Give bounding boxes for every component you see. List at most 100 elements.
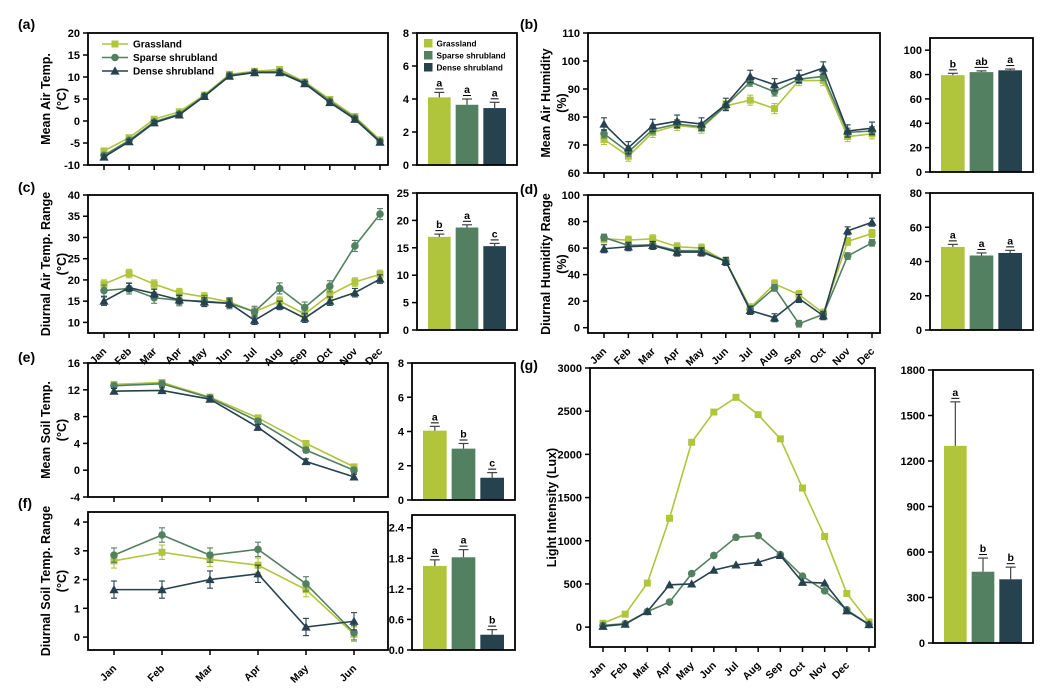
series-line-dense bbox=[603, 66, 873, 149]
x-tick-label: Jun bbox=[709, 346, 731, 368]
y-tick-label: 1500 bbox=[558, 493, 582, 505]
marker-triangle bbox=[623, 242, 633, 251]
y-tick-label: 600 bbox=[907, 547, 925, 559]
marker-square bbox=[600, 135, 608, 143]
marker-circle bbox=[302, 446, 310, 454]
y-axis-title: Mean Soil Temp. bbox=[39, 381, 53, 479]
marker-circle bbox=[110, 381, 118, 390]
bar-dense bbox=[483, 246, 506, 330]
bar-sparse bbox=[969, 255, 994, 330]
marker-triangle bbox=[843, 226, 853, 235]
plot-box bbox=[87, 32, 389, 166]
x-tick-label: Oct bbox=[787, 659, 808, 680]
y-tick-label: 40 bbox=[68, 190, 80, 202]
x-tick-label: Sep bbox=[288, 346, 310, 368]
marker-triangle bbox=[109, 386, 119, 395]
marker-circle bbox=[254, 545, 262, 554]
y-tick-label: 5 bbox=[403, 298, 409, 310]
y-tick-label: 0 bbox=[74, 116, 80, 128]
marker-circle bbox=[687, 569, 696, 578]
x-tick-label: May bbox=[288, 663, 311, 686]
marker-triangle bbox=[157, 385, 167, 395]
bar-dense bbox=[483, 108, 506, 165]
legend-swatch bbox=[424, 63, 433, 72]
y-tick-label: 20 bbox=[910, 291, 922, 303]
series-line-grassland bbox=[103, 68, 381, 152]
bar-sparse bbox=[451, 557, 476, 650]
y-tick-label: 35 bbox=[68, 211, 80, 223]
marker-square bbox=[351, 278, 359, 286]
significance-letter: b bbox=[436, 219, 442, 231]
y-tick-label: 1.2 bbox=[389, 584, 404, 596]
x-tick-label: Jun bbox=[213, 346, 235, 368]
significance-letter: a bbox=[464, 210, 470, 222]
marker-circle bbox=[868, 238, 876, 247]
bar-grassland bbox=[423, 430, 447, 500]
y-tick-label: 0.0 bbox=[389, 645, 404, 657]
y-tick-label: 0 bbox=[403, 160, 409, 172]
y-tick-label: 110 bbox=[562, 28, 580, 40]
marker-square bbox=[158, 548, 166, 556]
plot-box bbox=[87, 194, 389, 334]
legend-label: Dense shrubland bbox=[437, 64, 503, 73]
series-line-sparse bbox=[603, 236, 873, 325]
marker-triangle bbox=[842, 606, 852, 615]
y-tick-label: 30 bbox=[68, 232, 80, 244]
marker-circle bbox=[600, 130, 608, 138]
marker-circle bbox=[710, 551, 718, 560]
panel-b-bar-chart: 100 80 60 40 20 0 b ab a bbox=[904, 37, 1034, 179]
y-axis-title: Diurnal Humidity Range bbox=[539, 193, 553, 335]
y-tick-label: 3 bbox=[74, 546, 80, 558]
y-tick-label: 100 bbox=[562, 56, 580, 68]
marker-square bbox=[688, 438, 696, 446]
marker-circle bbox=[110, 551, 118, 559]
marker-triangle bbox=[301, 456, 311, 466]
x-tick-label: Jul bbox=[722, 660, 741, 679]
significance-letter: b bbox=[460, 428, 466, 440]
marker-triangle bbox=[110, 66, 120, 75]
significance-letter: a bbox=[492, 87, 498, 99]
marker-square bbox=[111, 40, 119, 48]
x-tick-label: May bbox=[674, 660, 697, 683]
marker-triangle bbox=[224, 298, 235, 307]
marker-triangle bbox=[709, 565, 719, 574]
x-tick-label: Aug bbox=[740, 660, 763, 683]
y-tick-label: -10 bbox=[64, 160, 80, 172]
significance-letter: a bbox=[461, 535, 467, 547]
y-tick-label: 25 bbox=[397, 188, 409, 200]
panel-a-line-chart: 20 15 10 5 0 -5 -10 Mean Air Temp. (°C) Grassland… bbox=[39, 28, 389, 172]
bar-dense bbox=[480, 634, 504, 650]
panel-g-label: (g) bbox=[520, 357, 538, 373]
marker-circle bbox=[111, 53, 119, 62]
x-tick-label: Nov bbox=[338, 346, 361, 369]
marker-triangle bbox=[769, 80, 780, 89]
y-tick-label: 80 bbox=[568, 217, 580, 229]
y-tick-label: 90 bbox=[568, 84, 580, 96]
legend-label: Sparse shrubland bbox=[133, 53, 217, 64]
marker-circle bbox=[302, 580, 310, 588]
marker-square bbox=[821, 532, 829, 540]
x-tick-label: Oct bbox=[808, 345, 829, 366]
y-tick-label: 0 bbox=[576, 622, 582, 634]
marker-square bbox=[125, 270, 133, 278]
marker-triangle bbox=[648, 120, 658, 129]
marker-circle bbox=[158, 379, 166, 388]
y-tick-label: 20 bbox=[68, 28, 80, 40]
marker-circle bbox=[770, 284, 779, 292]
x-tick-label: Jan bbox=[587, 660, 608, 681]
marker-triangle bbox=[818, 311, 828, 320]
significance-letter: b bbox=[489, 615, 495, 627]
y-axis-unit: (°C) bbox=[55, 88, 69, 110]
y-tick-label: 10 bbox=[68, 72, 80, 84]
y-tick-label: 60 bbox=[910, 94, 922, 106]
series-line-dense bbox=[103, 71, 381, 158]
marker-circle bbox=[254, 417, 262, 426]
marker-square bbox=[666, 514, 673, 522]
marker-triangle bbox=[325, 97, 335, 107]
y-tick-label: 40 bbox=[910, 118, 922, 130]
marker-circle bbox=[250, 307, 259, 316]
x-tick-label: Aug bbox=[262, 346, 285, 369]
